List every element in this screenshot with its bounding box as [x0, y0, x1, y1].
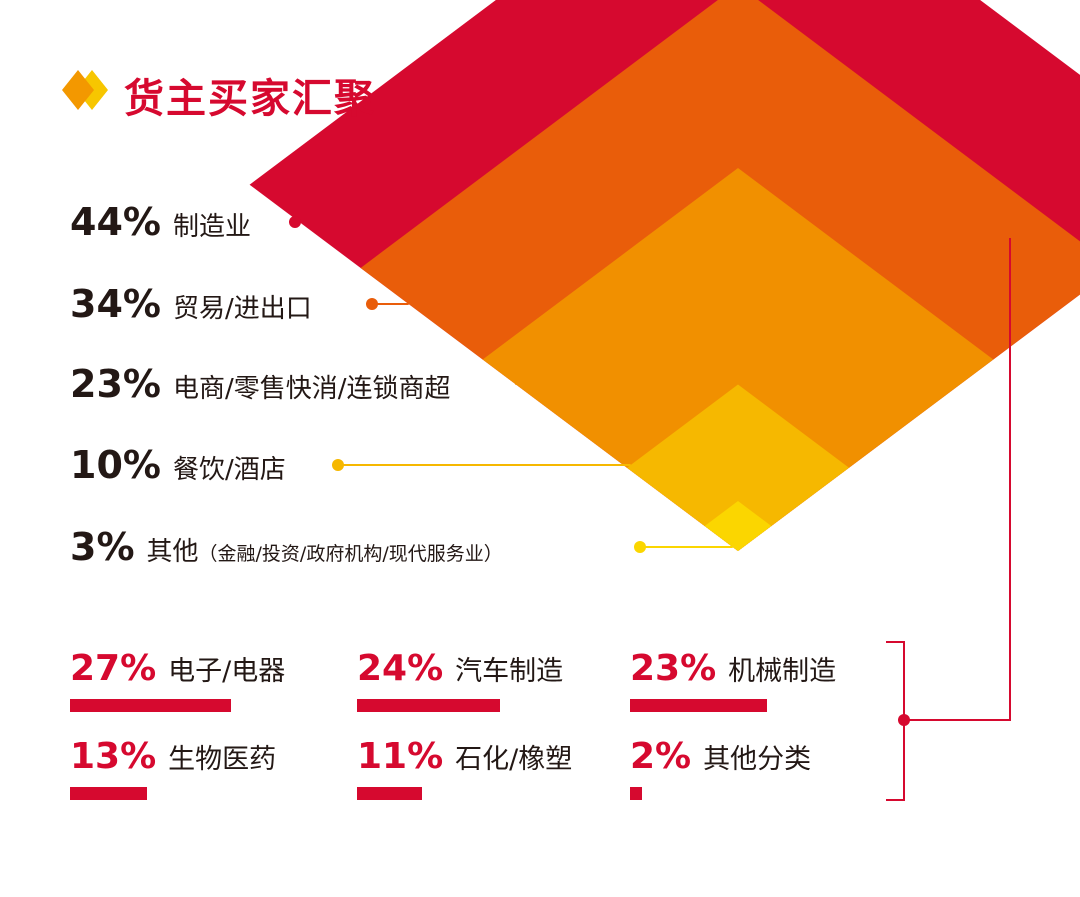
- sub-category-item: 13% 生物医药: [70, 736, 277, 800]
- sub-category-item: 23% 机械制造: [630, 648, 837, 712]
- page-title: 货主买家汇聚: [124, 76, 376, 122]
- category-percent: 10%: [70, 443, 161, 487]
- category-name: 餐饮/酒店: [172, 455, 286, 485]
- pyramid-layer-3: [482, 168, 994, 552]
- connector-dot: [898, 714, 910, 726]
- pyramid-layer-5: [704, 501, 772, 551]
- category-name: 制造业: [172, 212, 251, 242]
- category-row: 3% 其他（金融/投资/政府机构/现代服务业）: [70, 525, 503, 571]
- sub-category-percent: 13%: [70, 736, 157, 777]
- sub-category-item: 27% 电子/电器: [70, 648, 286, 712]
- sub-category-percent: 24%: [357, 648, 444, 689]
- category-row: 44% 制造业: [70, 200, 251, 246]
- leader-dot-2: [366, 298, 378, 310]
- sub-category-name: 其他分类: [703, 744, 812, 775]
- category-note: （金融/投资/政府机构/现代服务业）: [198, 543, 503, 565]
- sub-category-percent: 27%: [70, 648, 157, 689]
- sub-category-bar: [70, 787, 148, 800]
- category-percent: 44%: [70, 200, 161, 244]
- category-name: 贸易/进出口: [172, 294, 312, 324]
- sub-category-name: 机械制造: [728, 656, 837, 687]
- sub-category-percent: 23%: [630, 648, 717, 689]
- category-percent: 34%: [70, 282, 161, 326]
- leader-dot-1: [289, 216, 301, 228]
- pyramid-layer-4: [627, 384, 849, 551]
- sub-category-bar: [630, 699, 767, 712]
- sub-category-name: 电子/电器: [168, 656, 286, 687]
- leader-dot-5: [634, 541, 646, 553]
- category-name: 其他: [146, 537, 199, 567]
- bracket-connector: [886, 238, 1011, 801]
- sub-category-item: 24% 汽车制造: [357, 648, 564, 712]
- category-name: 电商/零售快消/连锁商超: [172, 374, 451, 404]
- diamond-logo-icon: [62, 70, 108, 110]
- category-row: 23% 电商/零售快消/连锁商超: [70, 362, 451, 408]
- leader-dot-3: [530, 378, 542, 390]
- sub-category-percent: 2%: [630, 736, 692, 777]
- logo-front-diamond: [62, 70, 94, 110]
- sub-category-name: 生物医药: [168, 744, 277, 775]
- sub-category-item: 11% 石化/橡塑: [357, 736, 573, 800]
- sub-category-bar: [630, 787, 642, 800]
- category-percent: 3%: [70, 525, 135, 569]
- sub-category-name: 汽车制造: [455, 656, 564, 687]
- sub-category-item: 2% 其他分类: [630, 736, 812, 800]
- category-row: 34% 贸易/进出口: [70, 282, 312, 328]
- sub-category-bar: [357, 787, 423, 800]
- sub-category-name: 石化/橡塑: [455, 744, 573, 775]
- connector-line: [904, 238, 1011, 721]
- category-row: 10% 餐饮/酒店: [70, 443, 286, 489]
- category-percent: 23%: [70, 362, 161, 406]
- sub-category-percent: 11%: [357, 736, 444, 777]
- sub-category-bar: [357, 699, 500, 712]
- sub-category-bar: [70, 699, 231, 712]
- leader-dot-4: [332, 459, 344, 471]
